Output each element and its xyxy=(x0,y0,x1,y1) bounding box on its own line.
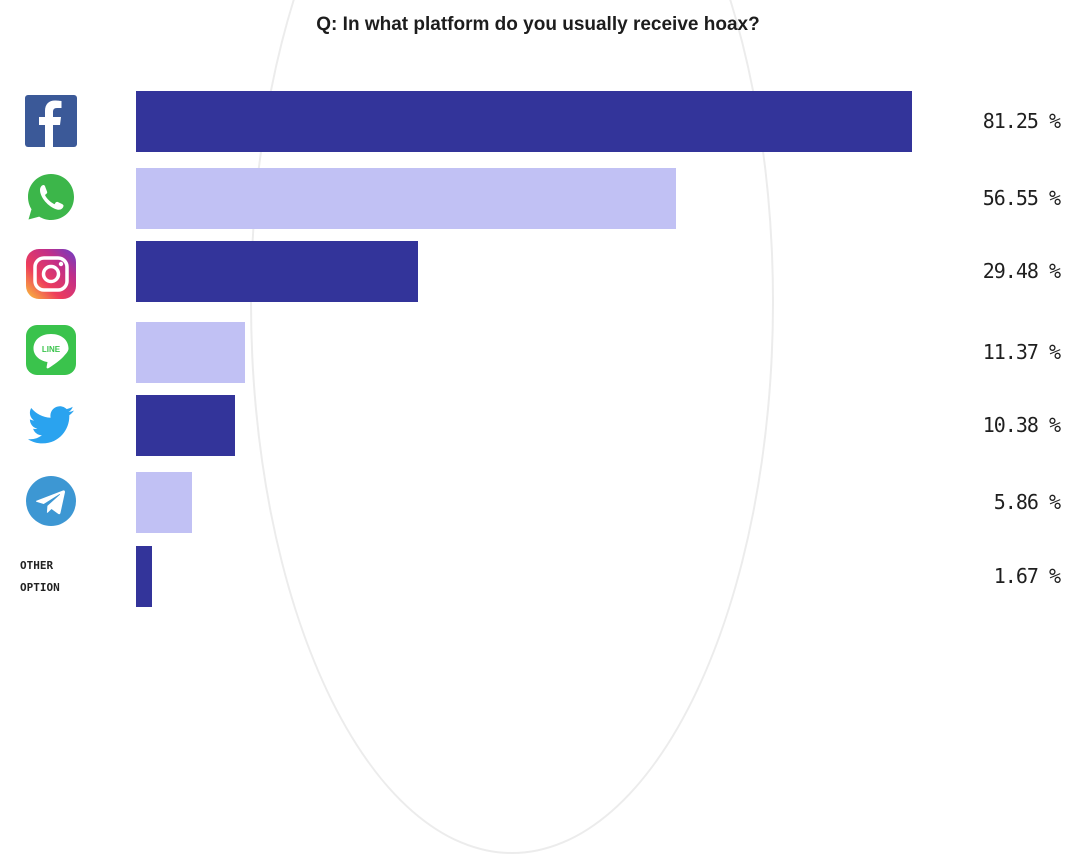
value-label-twitter: 10.38 % xyxy=(982,413,1061,437)
bar-whatsapp xyxy=(136,168,676,229)
bar-line xyxy=(136,322,245,383)
whatsapp-icon xyxy=(24,170,78,224)
value-label-telegram: 5.86 % xyxy=(993,490,1061,514)
other-label-line1: OTHER xyxy=(20,559,54,572)
twitter-icon xyxy=(24,398,78,452)
line-icon: LINE xyxy=(24,323,78,377)
value-label-other-option: 1.67 % xyxy=(993,564,1061,588)
bar-instagram xyxy=(136,241,418,302)
chart-title: Q: In what platform do you usually recei… xyxy=(316,14,760,35)
svg-text:LINE: LINE xyxy=(42,345,61,354)
facebook-icon xyxy=(24,94,78,148)
bar-other-option xyxy=(136,546,152,607)
telegram-icon xyxy=(24,474,78,528)
value-label-facebook: 81.25 % xyxy=(982,109,1061,133)
other-option-label: OTHER OPTION xyxy=(20,555,90,599)
instagram-icon xyxy=(24,247,78,301)
value-label-instagram: 29.48 % xyxy=(982,259,1061,283)
bar-facebook xyxy=(136,91,912,152)
value-label-line: 11.37 % xyxy=(982,340,1061,364)
bar-twitter xyxy=(136,395,235,456)
value-label-whatsapp: 56.55 % xyxy=(982,186,1061,210)
other-label-line2: OPTION xyxy=(20,581,60,594)
bar-telegram xyxy=(136,472,192,533)
